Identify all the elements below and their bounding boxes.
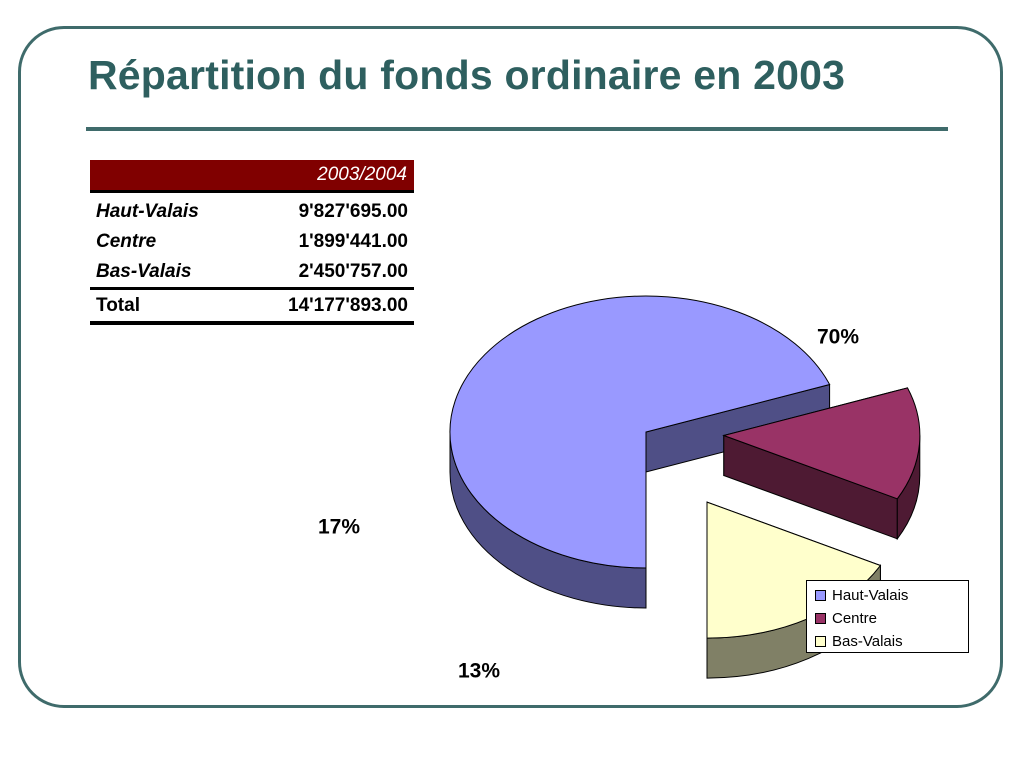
pie-slice-haut-valais <box>449 295 831 569</box>
region-amount: 1'899'441.00 <box>298 231 408 252</box>
table-row: Centre 1'899'441.00 <box>90 227 414 257</box>
legend-label: Haut-Valais <box>832 587 909 604</box>
legend-label: Centre <box>832 610 878 627</box>
title-divider <box>86 127 948 131</box>
fund-table: 2003/2004 Haut-Valais 9'827'695.00 Centr… <box>90 160 414 325</box>
table-row: Bas-Valais 2'450'757.00 <box>90 257 414 289</box>
total-amount: 14'177'893.00 <box>240 287 414 325</box>
slide-frame <box>18 26 1003 708</box>
slide-title: Répartition du fonds ordinaire en 2003 <box>88 52 846 98</box>
pie-data-label: 70% <box>817 326 859 349</box>
region-amount: 2'450'757.00 <box>298 261 408 282</box>
legend-label: Bas-Valais <box>832 633 903 650</box>
region-label: Bas-Valais <box>96 261 192 282</box>
legend-item-centre: Centre <box>815 607 968 630</box>
region-amount: 9'827'695.00 <box>298 201 408 222</box>
legend-item-haut-valais: Haut-Valais <box>815 584 968 607</box>
pie-data-label: 17% <box>318 516 360 539</box>
table-row: Haut-Valais 9'827'695.00 <box>90 192 414 228</box>
legend-swatch <box>815 636 826 647</box>
pie-data-label: 13% <box>458 660 500 683</box>
region-label: Haut-Valais <box>96 201 199 222</box>
legend-swatch <box>815 613 826 624</box>
chart-legend: Haut-Valais Centre Bas-Valais <box>806 580 969 653</box>
region-label: Centre <box>96 231 157 252</box>
table-header-spacer <box>90 160 241 193</box>
table-header-row: 2003/2004 <box>90 160 414 193</box>
table-total-row: Total 14'177'893.00 <box>90 287 414 325</box>
legend-swatch <box>815 590 826 601</box>
pie-slice-centre <box>722 387 921 500</box>
total-label: Total <box>90 287 241 325</box>
table-header-year: 2003/2004 <box>240 160 414 193</box>
legend-item-bas-valais: Bas-Valais <box>815 630 968 653</box>
